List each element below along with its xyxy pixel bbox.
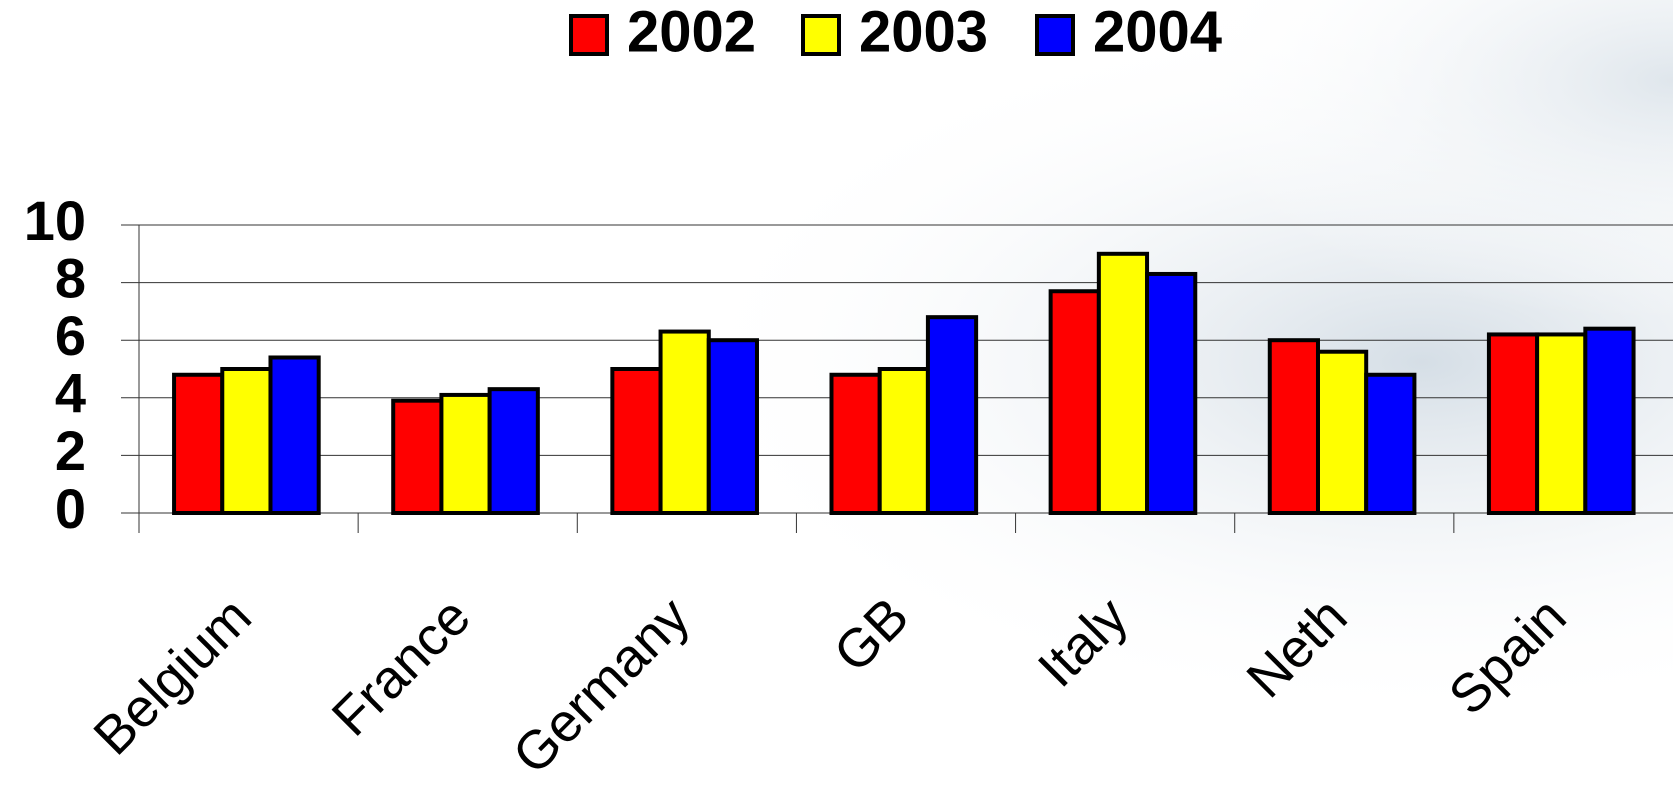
bar: [172, 372, 225, 516]
bar: [1535, 332, 1588, 515]
legend-swatch: [569, 14, 609, 56]
bar: [925, 315, 979, 515]
y-tick-label: 0: [55, 477, 86, 540]
bar: [1096, 251, 1150, 516]
legend-label: 2004: [1093, 0, 1222, 64]
bar: [391, 398, 444, 515]
bar: [1145, 271, 1198, 515]
bar: [1583, 326, 1636, 515]
bar: [1486, 332, 1540, 515]
bar: [439, 392, 492, 516]
y-tick-label: 2: [55, 419, 86, 482]
y-tick-label: 4: [55, 362, 86, 425]
bar: [1364, 372, 1417, 516]
bar: [487, 387, 540, 515]
bar: [877, 367, 930, 515]
y-tick-label: 6: [55, 304, 86, 367]
legend-swatch: [1035, 14, 1075, 56]
bar: [610, 367, 663, 515]
bar: [220, 367, 273, 515]
y-tick-label: 8: [55, 246, 86, 309]
legend-swatch: [801, 14, 841, 56]
legend-label: 2003: [859, 0, 988, 64]
bar: [1315, 349, 1369, 515]
bar: [829, 372, 882, 516]
bar: [268, 355, 321, 516]
bar: [1267, 338, 1320, 516]
bar: [1048, 289, 1101, 515]
legend-label: 2002: [627, 0, 756, 64]
y-tick-label: 10: [24, 189, 86, 252]
bar: [706, 338, 759, 516]
bar: [658, 329, 711, 515]
